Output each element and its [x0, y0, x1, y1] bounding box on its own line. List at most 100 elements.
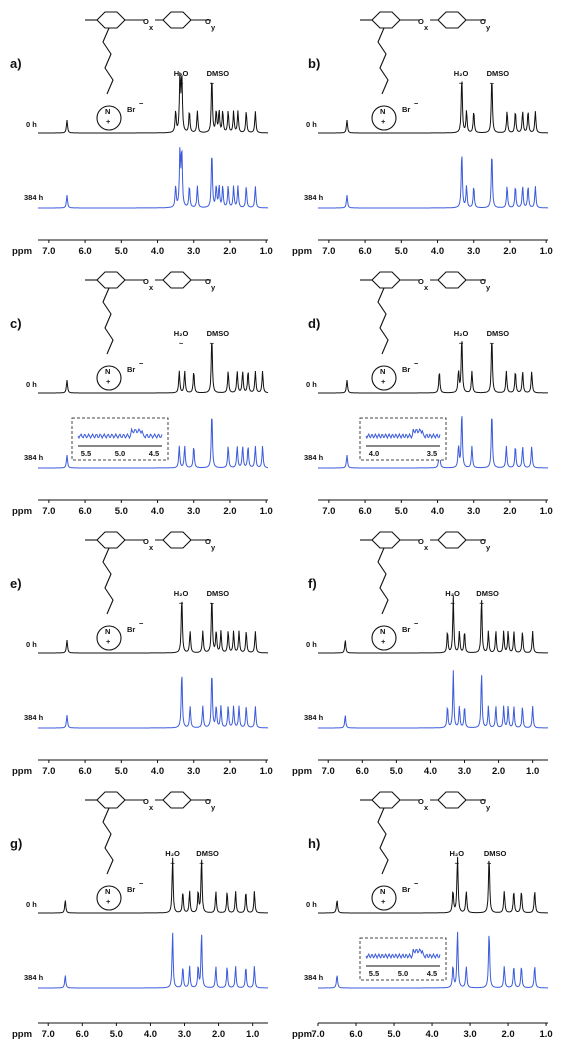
- series-label-384h: 384 h: [304, 453, 324, 462]
- axis-break-mark: ~: [490, 79, 495, 88]
- oxygen-atom-label: O: [480, 797, 486, 806]
- bromide-label: Br: [127, 885, 135, 894]
- x-tick-label: 7.0: [322, 506, 335, 517]
- panel-label: b): [308, 56, 320, 71]
- subscript-x: x: [149, 543, 154, 552]
- x-tick-label: 4.0: [431, 506, 444, 517]
- subscript-y: y: [486, 543, 491, 552]
- subscript-y: y: [486, 283, 491, 292]
- x-axis-label: ppm: [12, 506, 32, 517]
- nitrogen-atom-label: N: [380, 887, 385, 896]
- oxygen-atom-label: O: [205, 17, 211, 26]
- panel-label: h): [308, 836, 320, 851]
- h2o-label: H₂O: [454, 69, 469, 78]
- x-tick-label: 7.0: [42, 246, 55, 257]
- subscript-x: x: [424, 283, 429, 292]
- x-tick-label: 3.0: [467, 246, 480, 257]
- x-tick-label: 6.0: [78, 506, 91, 517]
- subscript-x: x: [424, 803, 429, 812]
- inset-tick-label: 5.0: [115, 449, 125, 458]
- spectrum-384h-line: [38, 418, 269, 469]
- dmso-label: DMSO: [207, 329, 230, 338]
- nitrogen-atom-label: N: [380, 627, 385, 636]
- x-tick-label: 2.0: [223, 506, 236, 517]
- subscript-x: x: [149, 283, 154, 292]
- spectrum-0h-line: [38, 343, 269, 394]
- positive-charge-label: +: [381, 117, 386, 126]
- x-tick-label: 6.0: [349, 1029, 362, 1040]
- oxygen-atom-label: O: [205, 537, 211, 546]
- dmso-label: DMSO: [487, 329, 510, 338]
- oxygen-atom-label: O: [143, 277, 149, 286]
- polymer-structure-icon: [85, 791, 211, 875]
- h2o-label: H₂O: [165, 849, 180, 858]
- panel-label: e): [10, 576, 22, 591]
- h2o-label: H₂O: [454, 329, 469, 338]
- spectrum-0h-line: [318, 81, 548, 134]
- series-label-384h: 384 h: [24, 973, 44, 982]
- oxygen-atom-label: O: [143, 797, 149, 806]
- series-label-384h: 384 h: [304, 193, 324, 202]
- x-tick-label: 2.0: [503, 246, 516, 257]
- x-tick-label: 7.0: [42, 506, 55, 517]
- oxygen-atom-label: O: [418, 277, 424, 286]
- oxygen-atom-label: O: [480, 537, 486, 546]
- axis-break-mark: ~: [210, 339, 215, 348]
- spectrum-0h-line: [38, 72, 268, 134]
- spectrum-0h-line: [38, 857, 268, 914]
- panel-label: f): [308, 576, 317, 591]
- positive-charge-label: +: [106, 897, 111, 906]
- cation-ring-icon: [96, 625, 122, 651]
- x-tick-label: 5.0: [115, 766, 128, 777]
- oxygen-atom-label: O: [205, 797, 211, 806]
- dmso-label: DMSO: [207, 589, 230, 598]
- oxygen-atom-label: O: [205, 277, 211, 286]
- negative-charge-label: −: [414, 359, 419, 368]
- oxygen-atom-label: O: [418, 797, 424, 806]
- positive-charge-label: +: [381, 897, 386, 906]
- spectrum-0h-line: [38, 601, 268, 654]
- bromide-label: Br: [402, 105, 410, 114]
- inset-spectrum-line: [77, 427, 163, 440]
- negative-charge-label: −: [139, 359, 144, 368]
- x-tick-label: 4.0: [424, 766, 437, 777]
- x-tick-label: 7.0: [42, 766, 55, 777]
- polymer-structure-icon: [85, 11, 211, 95]
- x-tick-label: 1.0: [526, 766, 539, 777]
- x-tick-label: 1.0: [540, 246, 553, 257]
- x-tick-label: 5.0: [387, 1029, 400, 1040]
- nitrogen-atom-label: N: [380, 367, 385, 376]
- x-tick-label: 2.0: [223, 766, 236, 777]
- axis-break-mark: ~: [179, 339, 184, 348]
- subscript-y: y: [211, 803, 216, 812]
- oxygen-atom-label: O: [143, 17, 149, 26]
- dmso-label: DMSO: [484, 849, 507, 858]
- inset-spectrum-line: [365, 947, 441, 960]
- x-axis-label: ppm: [292, 766, 312, 777]
- polymer-structure-icon: [85, 271, 211, 355]
- subscript-y: y: [211, 283, 216, 292]
- series-label-0h: 0 h: [26, 640, 37, 649]
- cation-ring-icon: [371, 885, 397, 911]
- series-label-384h: 384 h: [24, 453, 44, 462]
- inset-tick-label: 5.5: [81, 449, 91, 458]
- x-tick-label: 3.0: [178, 1029, 191, 1040]
- h2o-label: H₂O: [449, 849, 464, 858]
- series-label-0h: 0 h: [26, 900, 37, 909]
- spectrum-384h-line: [318, 670, 548, 729]
- x-tick-label: 3.0: [187, 246, 200, 257]
- x-axis-label: ppm: [12, 766, 32, 777]
- subscript-x: x: [149, 803, 154, 812]
- x-tick-label: 5.0: [110, 1029, 123, 1040]
- x-tick-label: 5.0: [115, 506, 128, 517]
- cation-ring-icon: [371, 105, 397, 131]
- x-tick-label: 5.0: [395, 506, 408, 517]
- subscript-x: x: [424, 23, 429, 32]
- inset-tick-label: 5.5: [369, 969, 379, 978]
- oxygen-atom-label: O: [480, 17, 486, 26]
- x-tick-label: 4.0: [151, 246, 164, 257]
